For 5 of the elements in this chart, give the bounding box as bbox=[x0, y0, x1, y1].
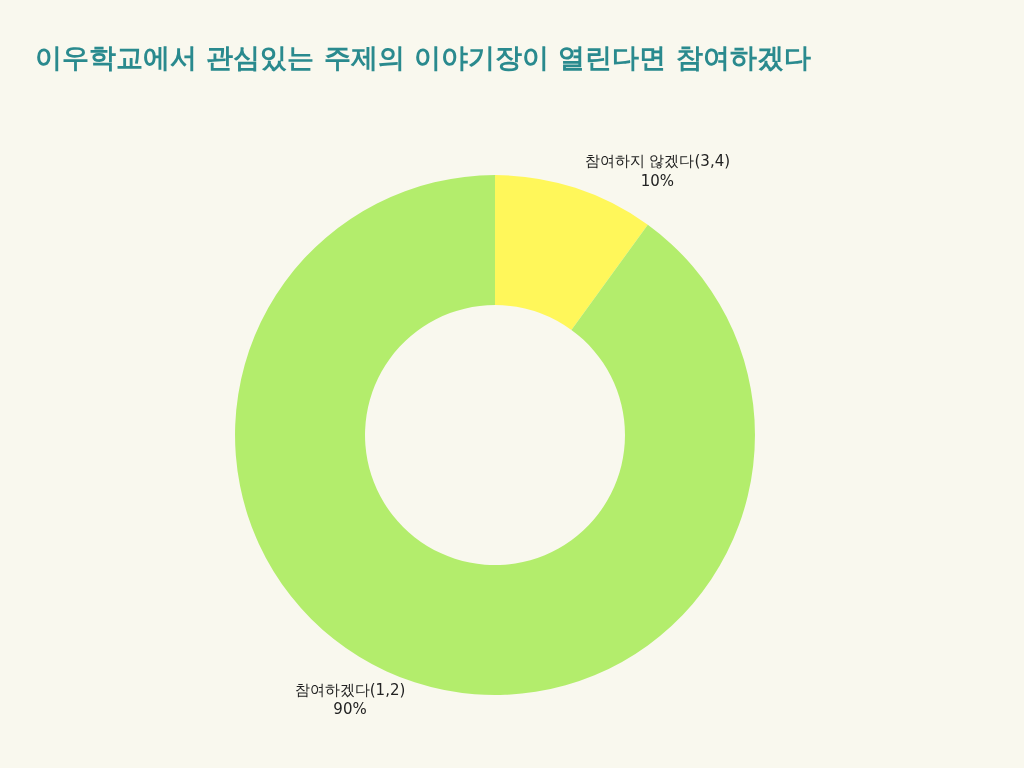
slice-label: 참여하겠다(1,2) bbox=[294, 680, 406, 699]
slice-label: 참여하지 않겠다(3,4) bbox=[584, 152, 731, 171]
chart-title: 이우학교에서 관심있는 주제의 이야기장이 열린다면 참여하겠다 bbox=[34, 42, 811, 74]
data-label: 10% bbox=[640, 171, 675, 190]
data-label: 90% bbox=[333, 700, 367, 719]
